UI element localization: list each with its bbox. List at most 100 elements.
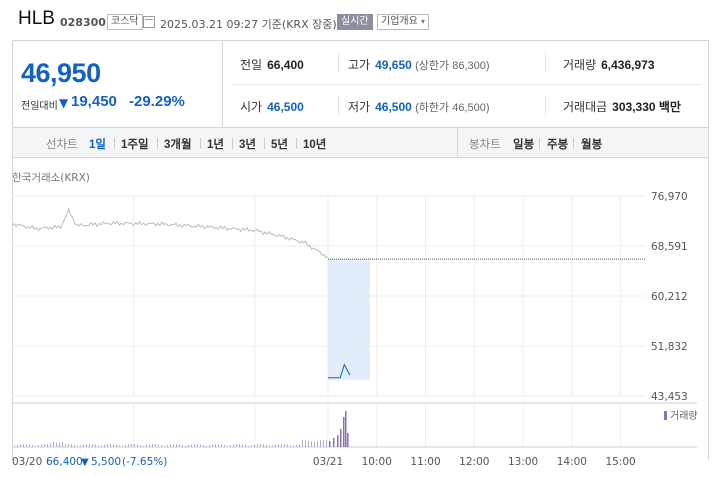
volume-bar — [158, 444, 159, 447]
volume-bar — [107, 444, 108, 447]
down-arrow-icon: ▼ — [59, 96, 69, 110]
volume-bar — [179, 444, 180, 447]
tab-period-10y[interactable]: 10년 — [303, 139, 327, 151]
today-highlight-band — [328, 259, 370, 380]
footer-date: 03/20 — [12, 456, 42, 468]
x-tick-label: 11:00 — [410, 456, 440, 468]
volume-bar — [329, 441, 331, 447]
tab-period-5y[interactable]: 5년 — [271, 139, 288, 151]
stat-label: 전일 — [240, 58, 263, 72]
x-tick-label: 10:00 — [362, 456, 392, 468]
chart-frame — [12, 158, 709, 460]
chevron-down-icon: ▾ — [421, 17, 426, 26]
volume-bar — [293, 445, 294, 447]
volume-bar — [236, 444, 237, 447]
volume-bar — [35, 445, 36, 447]
volume-bar — [173, 444, 174, 447]
volume-bar — [65, 444, 66, 447]
volume-bar — [47, 444, 48, 447]
volume-bar — [260, 444, 261, 447]
volume-bar — [224, 444, 225, 447]
volume-bar — [170, 444, 171, 447]
tab-separator — [232, 138, 233, 149]
x-tick-label: 12:00 — [459, 456, 489, 468]
volume-bar — [317, 440, 318, 447]
stats-col-divider — [545, 53, 546, 73]
volume-bar — [333, 438, 335, 447]
tab-candle-monthly[interactable]: 월봉 — [581, 139, 603, 151]
volume-bar — [254, 444, 255, 447]
volume-bar — [80, 445, 81, 447]
volume-bar — [32, 444, 33, 447]
chart-tab-bar: 선차트 1일 1주일 3개월 1년 3년 5년 10년 봉차트 일봉 주봉 월봉 — [12, 128, 709, 158]
volume-bar — [122, 445, 123, 447]
tab-period-3y[interactable]: 3년 — [239, 139, 256, 151]
volume-bar — [257, 444, 258, 447]
tab-separator — [200, 138, 201, 149]
footer-rate: (-7.65%) — [122, 456, 167, 468]
stats-col-divider — [338, 95, 339, 115]
stat-prev-close: 전일 66,400 — [240, 56, 304, 73]
volume-bar — [239, 444, 240, 447]
volume-bar — [125, 444, 126, 447]
volume-bar — [116, 444, 117, 447]
previous-day-price-line — [11, 207, 329, 258]
volume-bar — [44, 444, 45, 447]
y-tick-label: 51,832 — [651, 341, 688, 353]
footer-prev-price: 66,400 — [46, 456, 83, 468]
volume-bar — [140, 445, 141, 447]
y-tick-label: 76,970 — [651, 191, 688, 203]
stat-value: 6,436,973 — [601, 58, 655, 72]
volume-bar — [155, 444, 156, 447]
x-tick-label: 15:00 — [605, 456, 635, 468]
tab-period-1d[interactable]: 1일 — [89, 139, 106, 151]
volume-bar — [320, 440, 321, 447]
price-line — [328, 363, 351, 379]
tab-candle-weekly[interactable]: 주봉 — [547, 139, 569, 151]
company-overview-button[interactable]: 기업개요 ▾ — [377, 14, 430, 30]
volume-bar — [323, 440, 324, 447]
tab-period-1y[interactable]: 1년 — [207, 139, 224, 151]
tab-separator — [573, 138, 574, 149]
stat-open: 시가 46,500 — [240, 98, 304, 115]
volume-bar — [269, 445, 270, 447]
volume-bar — [77, 445, 78, 447]
stat-label: 고가 — [348, 58, 371, 72]
volume-bar — [245, 444, 246, 447]
volume-bar — [188, 445, 189, 447]
volume-bar — [164, 445, 165, 447]
volume-bar — [26, 444, 27, 447]
stat-lower-limit: (하한가 46,500) — [415, 102, 490, 114]
volume-bar — [209, 445, 210, 447]
calendar-icon — [143, 16, 155, 28]
volume-bar — [59, 442, 60, 447]
live-badge[interactable]: 실시간 — [337, 14, 373, 30]
volume-bar — [110, 444, 111, 447]
volume-bar — [275, 444, 276, 447]
footer-change: 5,500 — [91, 456, 121, 468]
x-tick-label: 13:00 — [508, 456, 538, 468]
volume-bar — [137, 444, 138, 447]
volume-bar — [248, 445, 249, 447]
volume-bar — [92, 444, 93, 447]
volume-bar — [197, 444, 198, 447]
stat-volume: 거래량 6,436,973 — [563, 56, 655, 73]
stock-header: HLB 028300 코스닥 2025.03.21 09:27 기준(KRX 장… — [0, 0, 713, 40]
x-tick-label: 03/21 — [313, 456, 343, 468]
volume-bar — [281, 444, 282, 447]
volume-bar — [314, 441, 315, 447]
volume-bar — [308, 440, 309, 447]
tab-period-1w[interactable]: 1주일 — [121, 139, 149, 151]
volume-bar — [263, 444, 264, 447]
volume-bar — [104, 444, 105, 447]
volume-bar — [38, 445, 39, 447]
company-overview-label: 기업개요 — [381, 16, 418, 27]
tab-period-3m[interactable]: 3개월 — [164, 139, 192, 151]
tab-candle-daily[interactable]: 일봉 — [513, 139, 535, 151]
stat-amount: 거래대금 303,330 백만 — [563, 98, 681, 115]
volume-bar — [242, 444, 243, 447]
volume-bar — [340, 429, 342, 447]
tab-separator — [157, 138, 158, 149]
volume-bar — [71, 444, 72, 447]
